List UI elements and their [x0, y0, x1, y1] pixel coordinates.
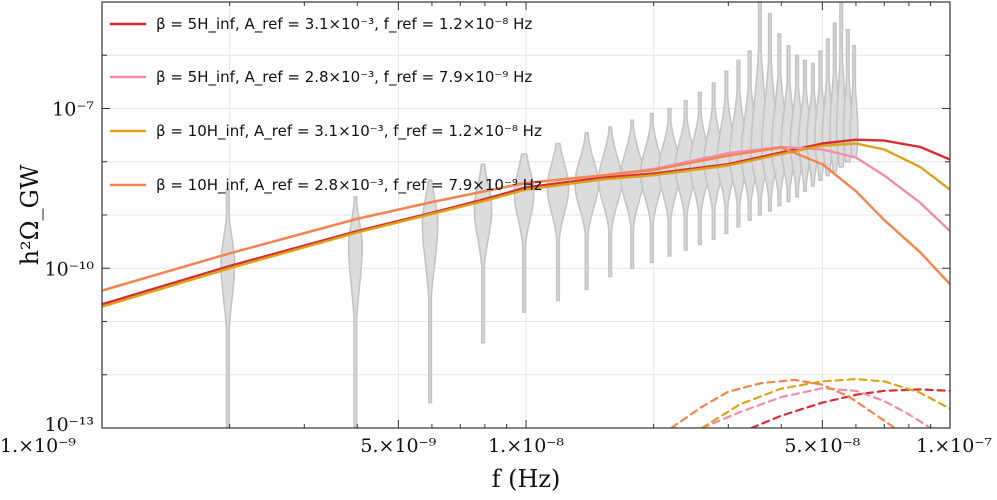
x-tick-labels: 1.×10⁻⁹ 5.×10⁻⁹ 1.×10⁻⁸ 5.×10⁻⁸ 1.×10⁻⁷	[0, 435, 992, 457]
series-line-0	[102, 138, 950, 306]
x-tick-label-0: 1.×10⁻⁹	[0, 435, 76, 457]
violin-2	[421, 179, 439, 404]
violin-13	[703, 82, 724, 241]
y-tick-label-1: 10⁻¹⁰	[45, 258, 95, 280]
x-axis-title: f (Hz)	[492, 465, 561, 493]
violin-1	[347, 196, 364, 428]
violin-10	[657, 107, 682, 257]
legend-label-3: β = 10H_inf, A_ref = 2.8×10⁻³, f_ref = 7…	[156, 176, 542, 195]
violin-11	[674, 99, 697, 251]
legend-label-1: β = 5H_inf, A_ref = 2.8×10⁻³, f_ref = 7.…	[156, 68, 532, 87]
legend: β = 5H_inf, A_ref = 3.1×10⁻³, f_ref = 1.…	[110, 15, 542, 195]
series-line-2	[102, 142, 950, 308]
violin-0	[220, 188, 236, 428]
violin-4	[513, 153, 535, 313]
y-axis-title: h²Ω_GW	[16, 164, 44, 265]
violin-layer	[220, 2, 859, 428]
axis-ticks	[101, 1, 951, 429]
violin-7	[597, 126, 623, 278]
y-tick-label-0: 10⁻¹³	[45, 414, 94, 436]
x-tick-label-4: 1.×10⁻⁷	[916, 435, 992, 457]
legend-label-0: β = 5H_inf, A_ref = 3.1×10⁻³, f_ref = 1.…	[156, 15, 532, 34]
violin-8	[619, 119, 645, 270]
y-tick-label-2: 10⁻⁷	[52, 99, 94, 121]
series-line-6-dashed	[700, 378, 950, 428]
series-line-4-dashed	[750, 388, 950, 428]
violin-6	[574, 132, 600, 291]
violin-5	[546, 142, 570, 302]
series-line-7-dashed	[670, 378, 896, 428]
series-line-5-dashed	[700, 387, 932, 428]
series-layer	[102, 138, 950, 428]
x-tick-label-3: 5.×10⁻⁸	[784, 435, 860, 457]
x-tick-label-2: 1.×10⁻⁸	[488, 435, 564, 457]
y-tick-labels: 10⁻¹³ 10⁻¹⁰ 10⁻⁷	[45, 99, 95, 437]
series-line-3	[102, 146, 950, 292]
violin-9	[639, 112, 664, 263]
legend-label-2: β = 10H_inf, A_ref = 3.1×10⁻³, f_ref = 1…	[156, 122, 542, 141]
violin-3	[473, 163, 493, 344]
violin-29	[849, 45, 859, 159]
x-tick-label-1: 5.×10⁻⁹	[360, 435, 436, 457]
